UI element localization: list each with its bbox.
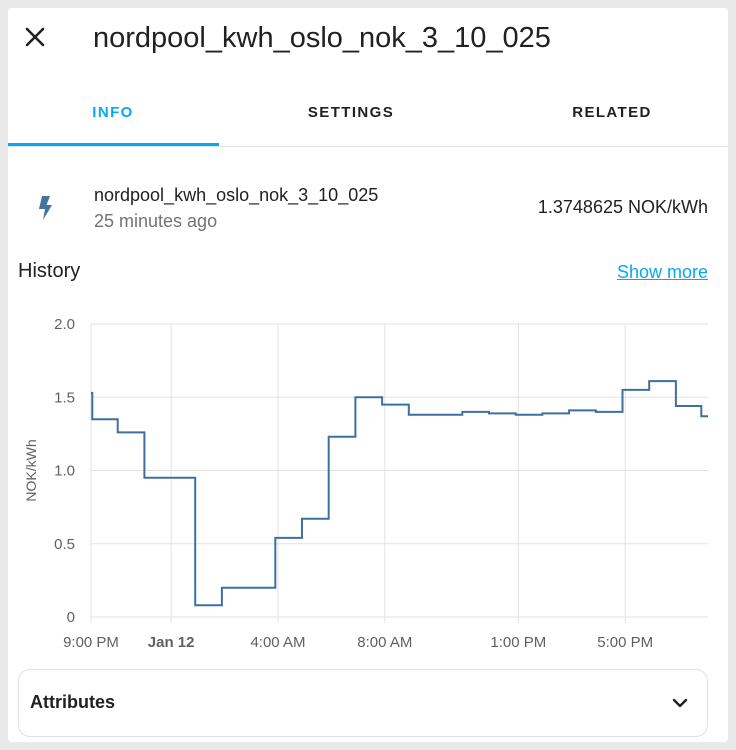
history-title: History (18, 260, 81, 282)
attributes-label: Attributes (30, 692, 115, 712)
entity-row: nordpool_kwh_oslo_nok_3_10_025 25 minute… (8, 173, 728, 243)
dialog-header: nordpool_kwh_oslo_nok_3_10_025 (8, 8, 728, 72)
close-button[interactable] (22, 24, 48, 50)
close-icon (25, 27, 45, 47)
entity-last-changed: 25 minutes ago (94, 211, 218, 231)
x-tick-label: 8:00 AM (357, 634, 412, 651)
show-more-link[interactable]: Show more (616, 262, 708, 282)
y-tick-label: 1.5 (54, 389, 75, 406)
entity-icon-container (30, 193, 60, 223)
tab-info[interactable]: INFO (92, 104, 134, 121)
x-tick-label: 4:00 AM (250, 634, 305, 651)
series-line (91, 380, 708, 607)
tab-related[interactable]: RELATED (572, 104, 652, 121)
tab-bar: INFO SETTINGS RELATED (8, 84, 728, 147)
lightning-bolt-icon (39, 196, 52, 220)
entity-state: 1.3748625 NOK/kWh (537, 197, 708, 217)
entity-name: nordpool_kwh_oslo_nok_3_10_025 (94, 185, 379, 205)
y-tick-label: 2.0 (54, 316, 75, 333)
active-tab-indicator (8, 143, 219, 146)
x-tick-label: 9:00 PM (63, 634, 119, 651)
y-tick-label: 0.5 (54, 536, 75, 553)
attributes-expander[interactable]: Attributes (18, 669, 708, 737)
y-tick-label: 1.0 (54, 463, 75, 480)
tab-settings[interactable]: SETTINGS (307, 104, 395, 121)
chevron-down-icon (672, 698, 688, 708)
history-chart: 2.0 1.5 1.0 0.5 0 9:00 PM Jan 12 4:00 AM 8:00 AM… (23, 316, 708, 651)
x-tick-label: 1:00 PM (490, 634, 546, 651)
x-tick-label: Jan 12 (148, 634, 195, 651)
more-info-dialog: nordpool_kwh_oslo_nok_3_10_025 INFO SETT… (8, 8, 728, 742)
y-tick-label: 0 (67, 609, 75, 626)
y-axis-title: NOK/kWh (23, 439, 39, 501)
dialog-title: nordpool_kwh_oslo_nok_3_10_025 (93, 22, 551, 54)
x-tick-label: 5:00 PM (597, 634, 653, 651)
